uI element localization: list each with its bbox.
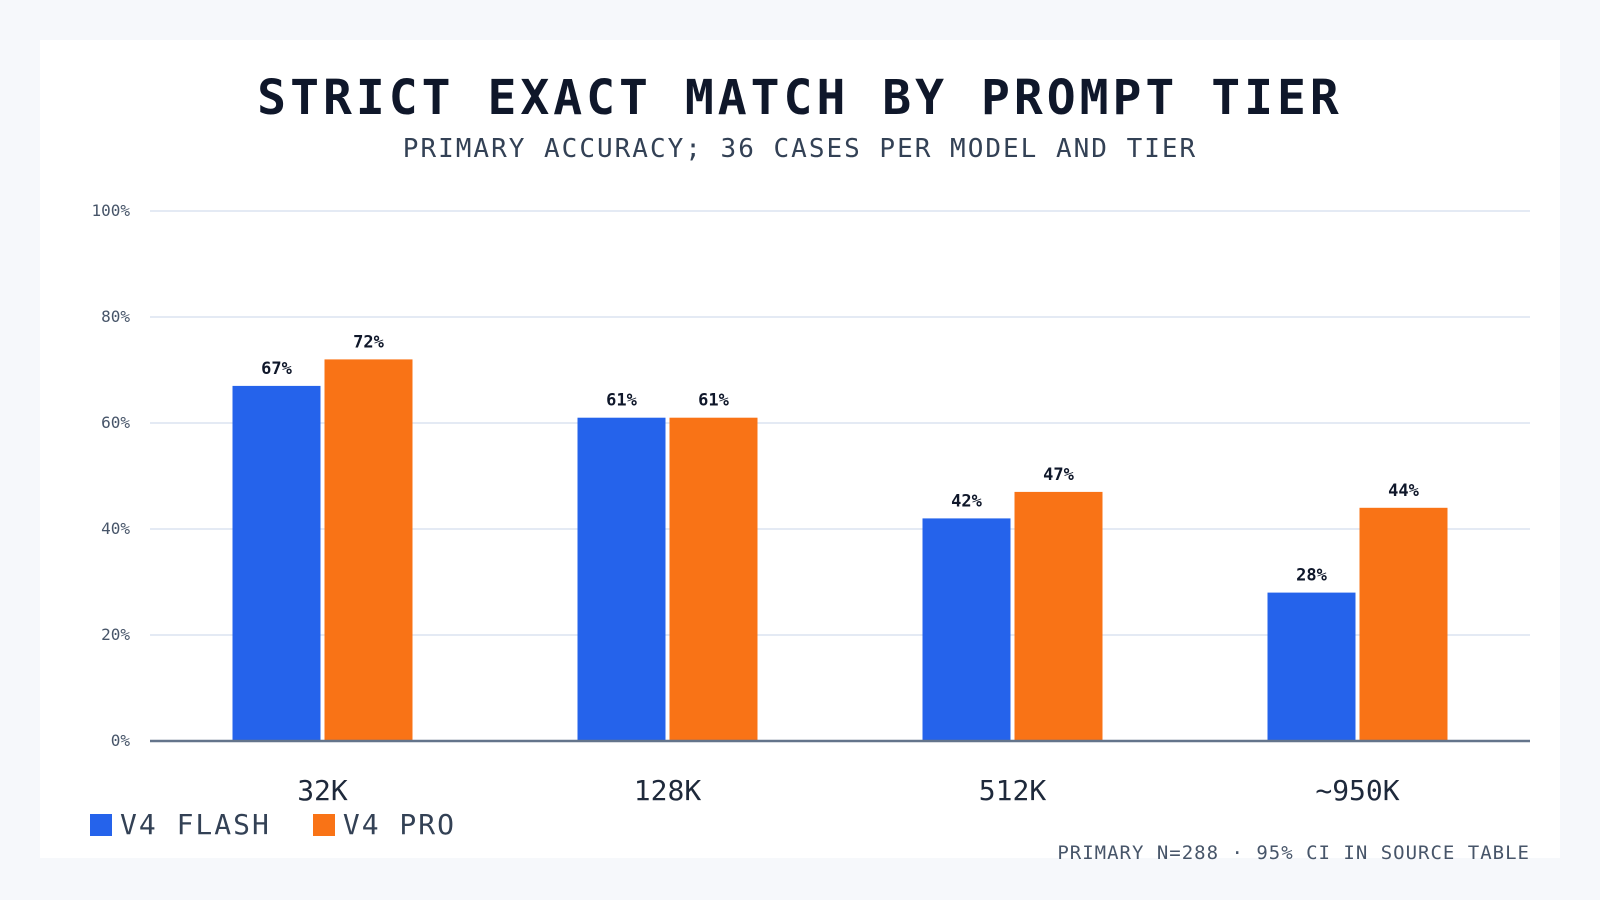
data-label: 72% (353, 332, 384, 352)
data-label: 47% (1043, 465, 1074, 485)
data-label: 61% (698, 391, 729, 411)
chart-title: STRICT EXACT MATCH BY PROMPT TIER (257, 70, 1343, 126)
legend-swatch-v4-pro (312, 813, 335, 836)
y-tick-label: 0% (111, 731, 131, 750)
legend-label-v4-flash: V4 FLASH (120, 808, 271, 841)
legend-swatch-v4-flash (90, 813, 112, 836)
bar-v4-flash-512k (922, 518, 1011, 741)
data-label: 44% (1388, 481, 1419, 501)
y-tick-label: 60% (101, 413, 130, 432)
x-tick-label: 32K (297, 774, 348, 807)
data-label: 28% (1296, 566, 1327, 586)
y-tick-label: 40% (101, 519, 130, 538)
legend-item-v4-pro: V4 PRO (312, 808, 457, 841)
data-label: 61% (606, 391, 637, 411)
bar-v4-pro-950k (1359, 507, 1448, 741)
y-tick-label: 20% (101, 625, 130, 644)
legend-item-v4-flash: V4 FLASH (90, 808, 271, 841)
bar-v4-pro-512k (1014, 491, 1103, 741)
y-tick-label: 100% (91, 201, 130, 220)
legend-label-v4-pro: V4 PRO (342, 808, 457, 841)
chart-legend: V4 FLASH V4 PRO (90, 808, 456, 841)
bar-v4-flash-950k (1267, 592, 1356, 741)
x-tick-label: ~950K (1315, 774, 1399, 807)
bar-v4-flash-128k (577, 417, 666, 741)
bar-v4-pro-32k (324, 359, 413, 741)
x-tick-label: 512K (979, 774, 1047, 807)
chart-footnote: PRIMARY N=288 · 95% CI IN SOURCE TABLE (1057, 842, 1530, 864)
data-label: 67% (261, 359, 292, 379)
bar-v4-pro-128k (669, 417, 758, 741)
x-tick-label: 128K (634, 774, 702, 807)
chart-subtitle: PRIMARY ACCURACY; 36 CASES PER MODEL AND… (402, 134, 1198, 164)
bar-v4-flash-32k (232, 385, 321, 741)
y-tick-label: 80% (101, 307, 130, 326)
data-label: 42% (951, 491, 982, 511)
